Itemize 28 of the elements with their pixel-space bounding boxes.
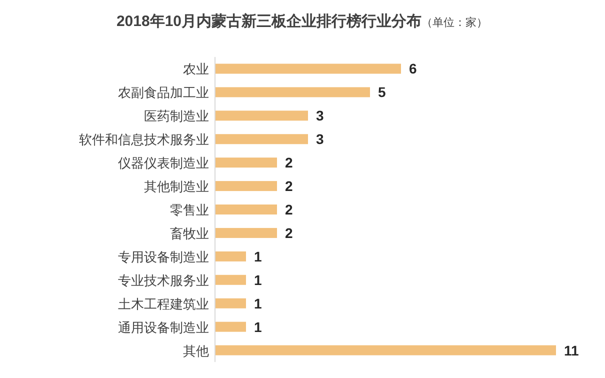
y-tick-label: 通用设备制造业 <box>118 320 209 335</box>
y-tick-label: 其他 <box>183 343 209 358</box>
data-label: 2 <box>285 154 293 171</box>
y-tick-label: 仪器仪表制造业 <box>118 156 209 171</box>
data-label: 2 <box>285 224 293 241</box>
data-label: 1 <box>254 248 262 264</box>
y-tick-label: 零售业 <box>170 202 209 218</box>
data-label: 1 <box>254 295 262 312</box>
data-label: 3 <box>316 131 324 148</box>
chart-title: 2018年10月内蒙古新三板企业排行榜行业分布 <box>116 12 422 30</box>
data-label: 2 <box>285 178 293 194</box>
data-label: 6 <box>409 60 417 77</box>
data-label: 3 <box>316 108 324 124</box>
y-tick-label: 专用设备制造业 <box>118 249 209 264</box>
chart-subtitle: （单位：家） <box>422 16 488 29</box>
data-label: 5 <box>378 84 386 100</box>
data-label: 11 <box>564 342 580 358</box>
y-tick-label: 农副食品加工业 <box>118 85 209 100</box>
data-label: 2 <box>285 202 293 218</box>
y-tick-label: 土木工程建筑业 <box>118 296 209 312</box>
y-tick-label: 医药制造业 <box>144 108 209 124</box>
y-tick-label: 畜牧业 <box>170 226 209 241</box>
y-tick-label: 其他制造业 <box>144 179 209 194</box>
data-label: 1 <box>254 272 262 288</box>
y-tick-label: 软件和信息技术服务业 <box>79 132 209 148</box>
y-tick-label: 专业技术服务业 <box>118 272 209 288</box>
data-label: 1 <box>254 318 262 335</box>
y-tick-label: 农业 <box>183 62 209 77</box>
